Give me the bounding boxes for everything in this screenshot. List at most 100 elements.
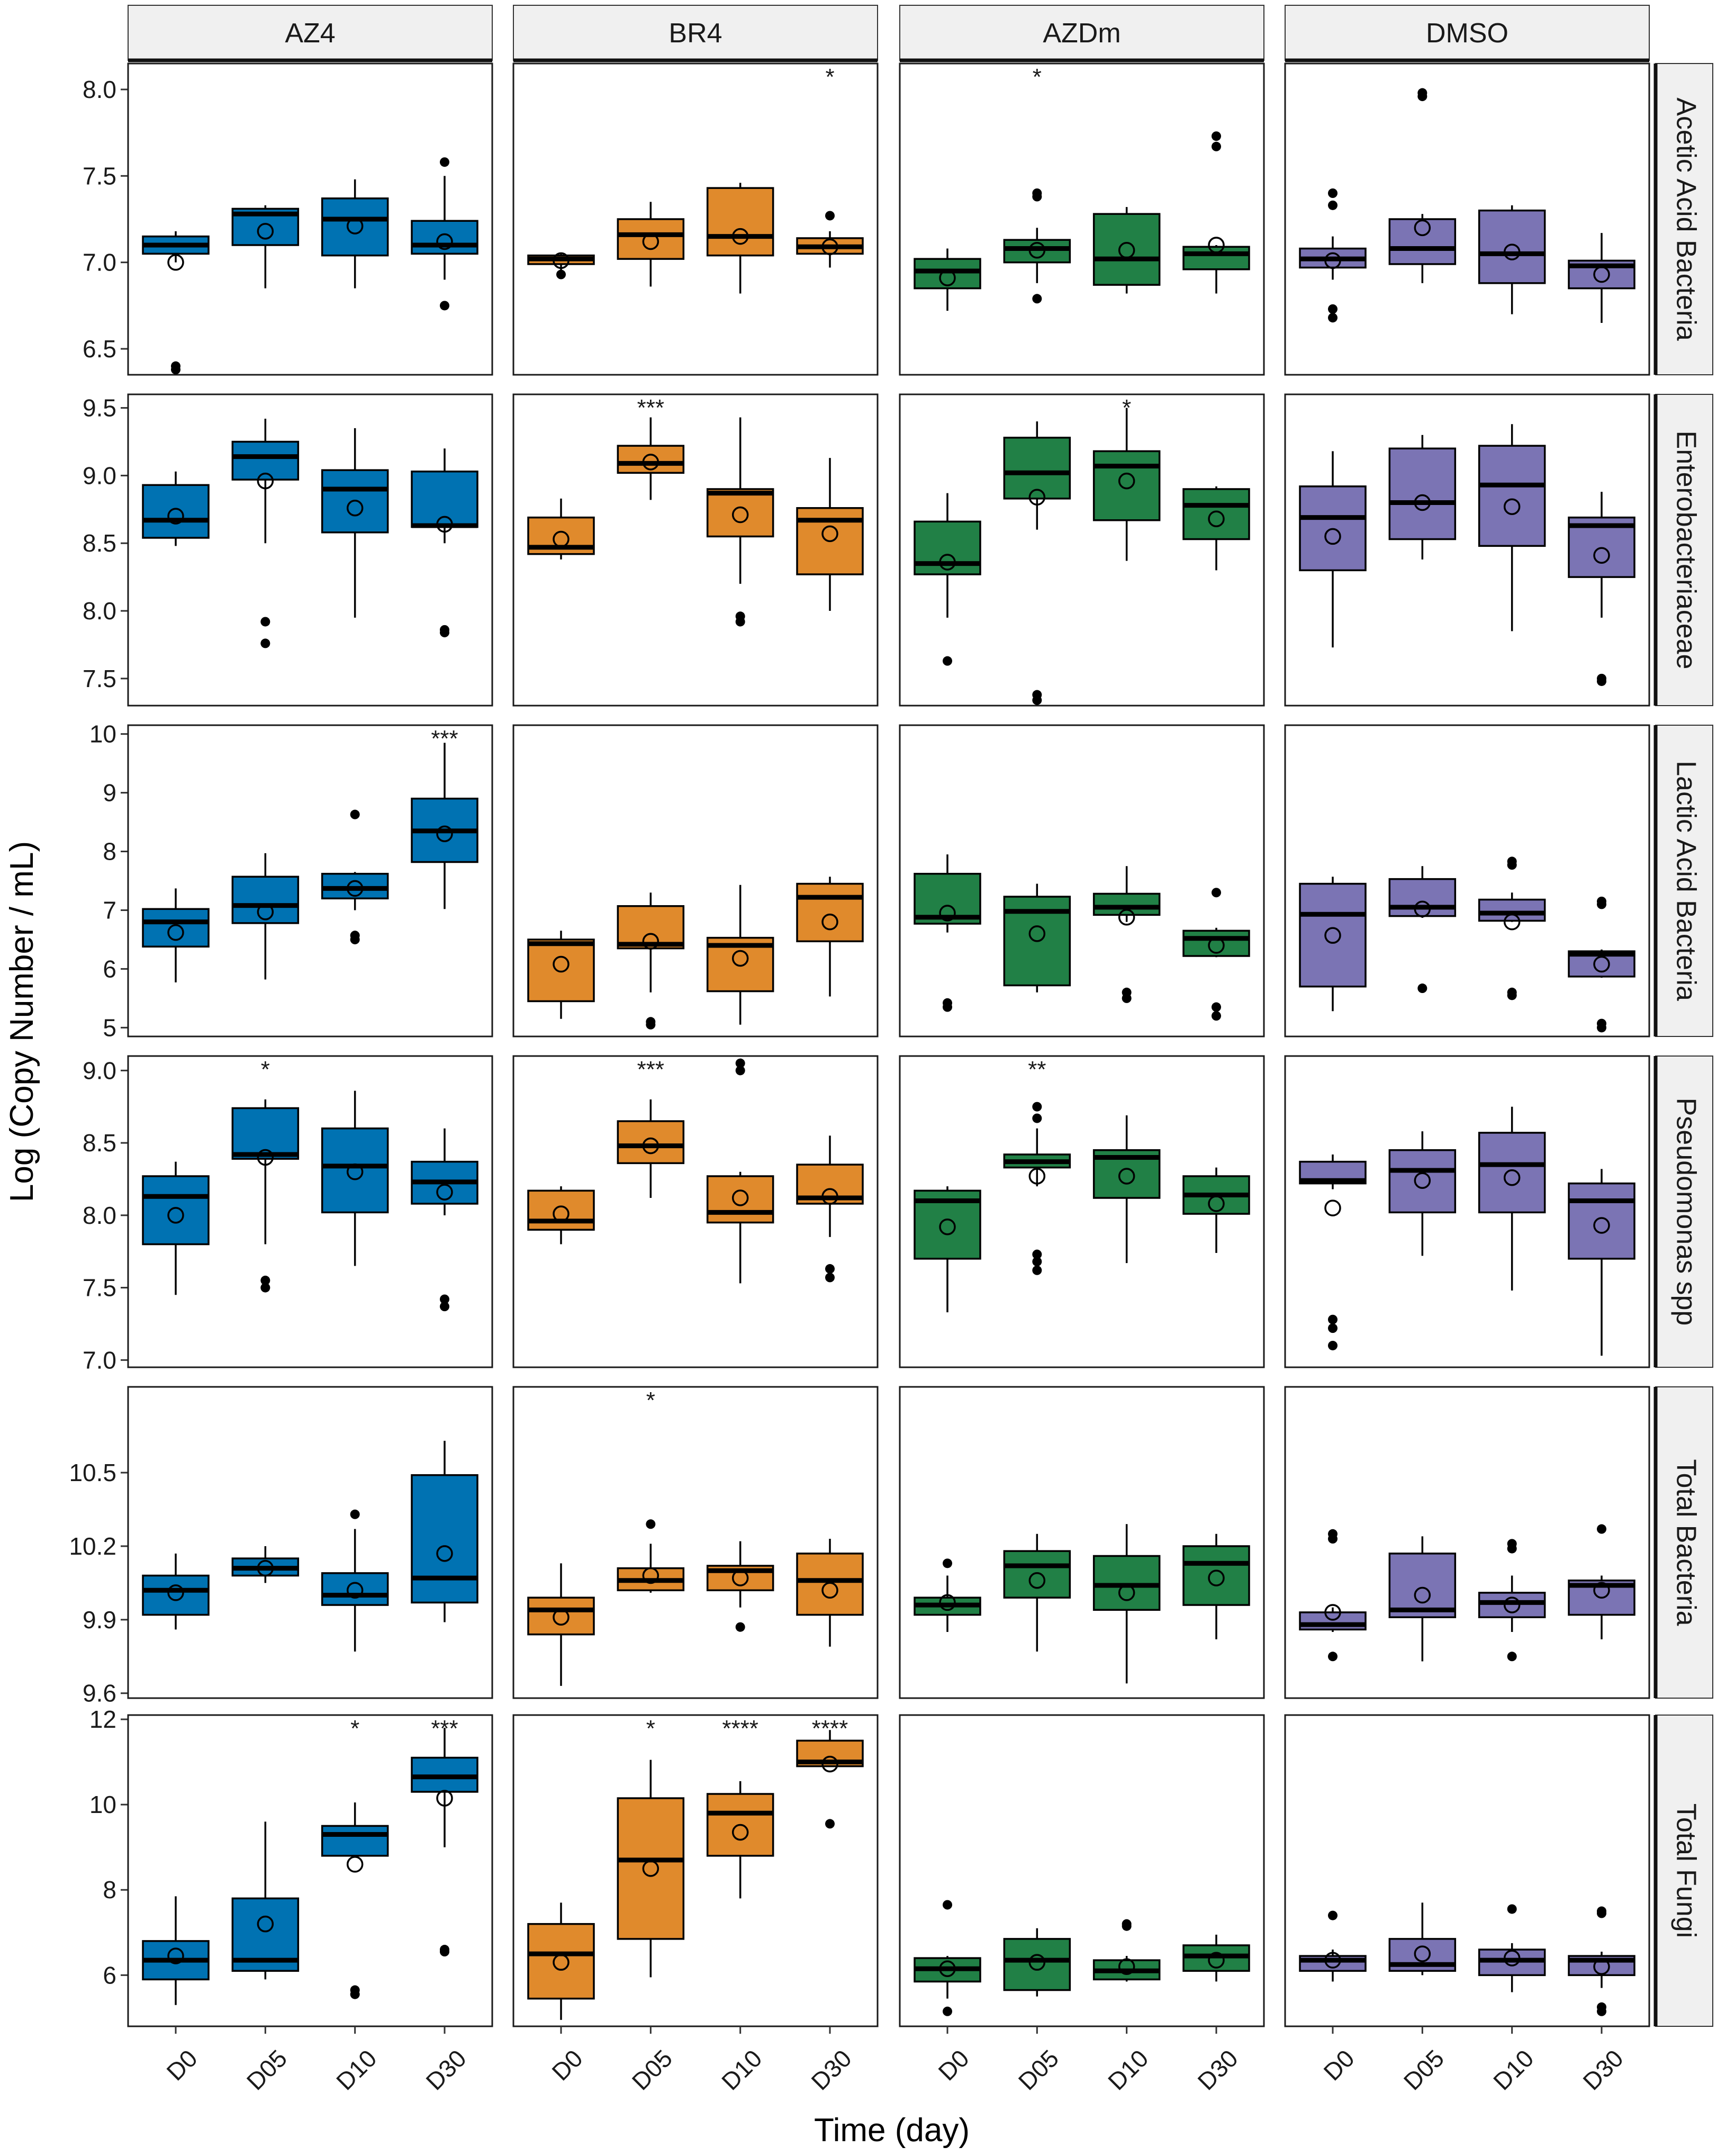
box-d10 — [321, 1572, 389, 1606]
box-d30 — [1182, 246, 1250, 270]
mean-marker — [346, 1856, 364, 1873]
box-d0 — [1299, 882, 1367, 988]
outlier-point — [943, 1558, 952, 1568]
box-d30 — [796, 1553, 864, 1616]
outlier-point — [735, 1058, 745, 1068]
y-tick-label: 5 — [103, 1014, 116, 1041]
column-strip-label: DMSO — [1426, 18, 1508, 49]
outlier-point — [440, 1294, 449, 1304]
box-d0 — [142, 1574, 210, 1616]
outlier-point — [260, 1283, 270, 1293]
mean-marker — [642, 1567, 659, 1584]
significance-label: *** — [637, 395, 664, 421]
mean-marker — [1118, 909, 1135, 926]
y-tick-label: 7.0 — [83, 1346, 116, 1374]
box-d05 — [1003, 1550, 1071, 1599]
mean-marker — [257, 1915, 274, 1933]
box-d10 — [321, 1825, 389, 1857]
facet-grid: AZ4 BR4 AZDm DMSO Acetic Acid Bacteria 6.5 7.0… — [69, 5, 1713, 2095]
column-strip-dmso — [1285, 5, 1650, 61]
mean-marker — [167, 1207, 184, 1224]
box-d30 — [1182, 930, 1250, 957]
box-d0 — [914, 258, 981, 290]
box-d10 — [1092, 450, 1161, 521]
outlier-point — [1212, 1002, 1221, 1012]
mean-marker — [821, 525, 838, 543]
mean-marker — [346, 218, 364, 234]
mean-marker — [167, 1584, 184, 1601]
mean-marker — [553, 530, 570, 548]
box-d05 — [231, 1107, 300, 1160]
box-d05 — [617, 1120, 685, 1165]
mean-marker — [731, 1189, 749, 1206]
outlier-point — [440, 301, 449, 311]
outlier-point — [943, 656, 952, 666]
outlier-point — [646, 1519, 656, 1529]
column-strip-br4 — [513, 5, 878, 61]
mean-marker — [1414, 1586, 1431, 1604]
box-d05 — [1388, 447, 1457, 540]
significance-label: **** — [812, 1716, 848, 1742]
mean-marker — [642, 1860, 659, 1877]
box-d10 — [706, 1793, 774, 1857]
outlier-point — [1212, 131, 1221, 141]
panel-enterobacteriaceae-az4 — [127, 393, 493, 707]
outlier-point — [1032, 1265, 1042, 1275]
mean-marker — [1028, 1168, 1046, 1185]
outlier-point — [350, 1985, 360, 1995]
box-d05 — [1388, 218, 1457, 265]
significance-label: * — [350, 1716, 359, 1742]
mean-marker — [1593, 266, 1610, 283]
row-strip-label: Total Bacteria — [1670, 1459, 1701, 1626]
outlier-point — [1328, 1314, 1338, 1324]
panel-lactic-acid-bacteria-dmso — [1284, 724, 1650, 1038]
panel-acetic-acid-bacteria-azdm — [899, 62, 1265, 376]
column-strip-azdm — [899, 5, 1264, 61]
y-tick-label: 7.5 — [83, 162, 116, 190]
box-d10 — [706, 1175, 774, 1224]
y-tick-label: 10.5 — [69, 1459, 116, 1486]
mean-marker — [1324, 528, 1341, 545]
outlier-point — [1507, 1904, 1517, 1914]
mean-marker — [939, 1594, 956, 1611]
column-strip-label: AZDm — [1043, 18, 1120, 49]
outlier-point — [440, 1945, 449, 1955]
panel-acetic-acid-bacteria-az4 — [127, 62, 493, 376]
outlier-point — [943, 1900, 952, 1910]
row-strip-pseudomonas-spp — [1655, 1056, 1713, 1368]
box-d0 — [142, 484, 210, 539]
y-tick-label: 9.5 — [83, 394, 116, 422]
outlier-point — [440, 625, 449, 635]
mean-marker — [939, 554, 956, 571]
significance-label: *** — [431, 1716, 458, 1742]
mean-marker — [1503, 243, 1521, 260]
y-tick-label: 9.6 — [83, 1680, 116, 1707]
mean-marker — [1503, 1596, 1521, 1613]
row-strip-label: Total Fungi — [1670, 1803, 1701, 1938]
box-d30 — [1182, 1545, 1250, 1606]
box-d10 — [1092, 892, 1161, 916]
mean-marker — [642, 933, 659, 950]
mean-marker — [1208, 937, 1225, 954]
outlier-point — [1597, 2002, 1606, 2012]
box-d05 — [231, 876, 300, 924]
outlier-point — [1328, 200, 1338, 210]
outlier-point — [260, 1275, 270, 1285]
mean-marker — [436, 825, 453, 842]
outlier-point — [825, 1819, 835, 1829]
mean-marker — [1414, 219, 1431, 237]
y-tick-label: 6 — [103, 1961, 116, 1989]
outlier-point — [1032, 1102, 1042, 1112]
outlier-point — [556, 269, 566, 279]
row-strip-acetic-acid-bacteria — [1655, 63, 1713, 375]
y-tick-label: 9.0 — [83, 1057, 116, 1084]
outlier-point — [1032, 294, 1042, 304]
y-tick-label: 9.0 — [83, 462, 116, 489]
mean-marker — [1118, 1584, 1135, 1601]
mean-marker — [1208, 1952, 1225, 1969]
panel-total-bacteria-azdm — [899, 1386, 1265, 1699]
outlier-point — [1507, 1539, 1517, 1549]
y-tick-label: 8 — [103, 838, 116, 865]
y-tick-label: 9.9 — [83, 1606, 116, 1634]
mean-marker — [1324, 1199, 1341, 1216]
